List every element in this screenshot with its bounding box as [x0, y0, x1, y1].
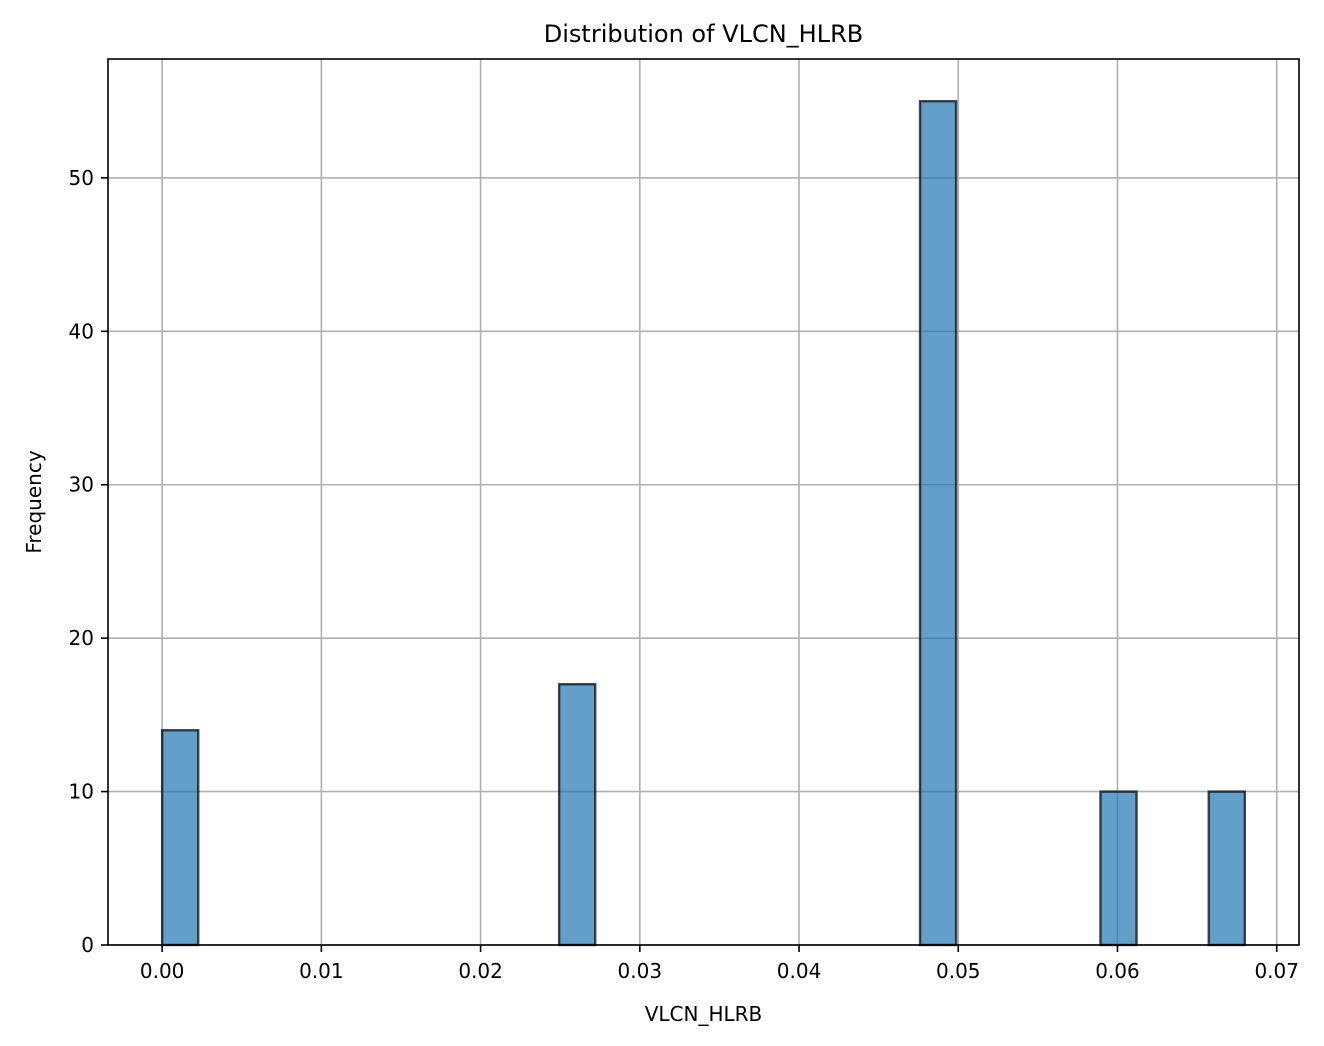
- x-tick-label: 0.06: [1095, 959, 1140, 983]
- x-axis-label: VLCN_HLRB: [645, 1002, 763, 1026]
- histogram-bar: [1099, 790, 1138, 947]
- y-tick-label: 0: [81, 933, 94, 957]
- histogram-bars: [160, 99, 1247, 947]
- x-axis-ticks: 0.00 0.01 0.02 0.03 0.04 0.05 0.06 0.07: [140, 945, 1299, 983]
- y-tick-label: 20: [69, 626, 94, 650]
- x-tick-label: 0.01: [299, 959, 344, 983]
- chart-title: Distribution of VLCN_HLRB: [544, 20, 863, 48]
- y-tick-label: 50: [69, 166, 94, 190]
- x-tick-label: 0.07: [1254, 959, 1299, 983]
- x-tick-label: 0.00: [140, 959, 185, 983]
- x-tick-label: 0.02: [458, 959, 503, 983]
- y-tick-label: 30: [69, 473, 94, 497]
- histogram-bar: [1207, 790, 1247, 947]
- histogram-bar: [918, 99, 958, 947]
- histogram-bar: [557, 682, 597, 947]
- plot-area-frame: [107, 58, 1300, 946]
- x-tick-label: 0.05: [936, 959, 981, 983]
- y-tick-label: 10: [69, 780, 94, 804]
- histogram-bar: [160, 729, 200, 947]
- y-axis-label: Frequency: [22, 450, 46, 553]
- y-axis-ticks: 0 10 20 30 40 50: [69, 166, 108, 957]
- y-tick-label: 40: [69, 319, 94, 343]
- x-tick-label: 0.04: [777, 959, 822, 983]
- x-tick-label: 0.03: [618, 959, 663, 983]
